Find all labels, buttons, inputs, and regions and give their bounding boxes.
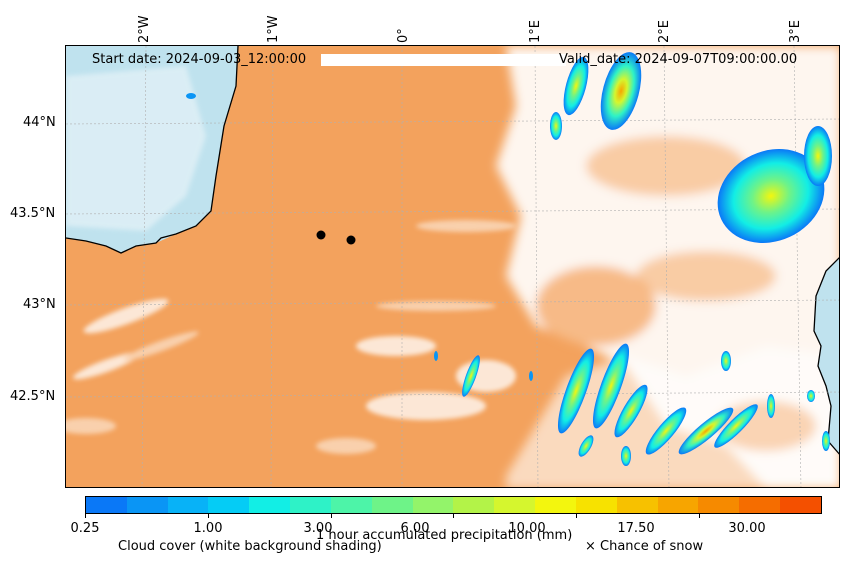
colorbar-tick-1: 1.00: [193, 521, 223, 536]
coastline-east: [813, 257, 839, 455]
colorbar-segment-1: [126, 497, 168, 513]
colorbar-segment-2: [167, 497, 209, 513]
lat-label-44n: 44°N: [23, 115, 56, 130]
lon-label-3e: 3°E: [788, 20, 803, 43]
colorbar-segment-10: [494, 497, 536, 513]
colorbar-tick-5: 17.50: [617, 521, 655, 536]
lon-label-2e: 2°E: [657, 20, 672, 43]
colorbar-segment-5: [290, 497, 331, 513]
precipitation-cells: [186, 52, 832, 466]
colorbar-segment-9: [453, 497, 495, 513]
colorbar-tick-0: 0.25: [70, 521, 100, 536]
colorbar-segment-12: [575, 497, 617, 513]
colorbar-label: 1 hour accumulated precipitation (mm): [316, 528, 573, 543]
coastline-west: [66, 46, 239, 254]
lat-label-43-5n: 43.5°N: [10, 206, 56, 221]
marker-2: [346, 235, 356, 245]
lat-label-43n: 43°N: [23, 297, 56, 312]
lat-label-42-5n: 42.5°N: [10, 389, 56, 404]
colorbar-segment-16: [739, 497, 781, 513]
marker-1: [316, 230, 326, 240]
colorbar-segment-8: [412, 497, 454, 513]
colorbar-segment-0: [86, 497, 127, 513]
land-east: [814, 258, 839, 454]
graticule: [66, 46, 839, 487]
snow-legend: × Chance of snow: [585, 539, 704, 554]
colorbar-tick-2: 3.00: [303, 521, 333, 536]
lon-label-0: 0°: [396, 28, 411, 43]
map-panel: [65, 45, 840, 488]
lon-label-2w: 2°W: [137, 15, 152, 43]
colorbar-segment-11: [535, 497, 576, 513]
valid-date-label: Valid_date: 2024-09-07T09:00:00.00: [559, 52, 798, 67]
lon-label-1e: 1°E: [528, 20, 543, 43]
header-strip: [321, 54, 566, 66]
precipitation-colorbar: [85, 496, 822, 514]
colorbar-tick-6: 30.00: [728, 521, 766, 536]
colorbar-segment-4: [249, 497, 291, 513]
map-canvas: [66, 46, 839, 487]
cloud-cover-legend: Cloud cover (white background shading): [118, 539, 382, 554]
colorbar-segment-3: [208, 497, 250, 513]
colorbar-segment-15: [698, 497, 740, 513]
colorbar-segment-14: [657, 497, 699, 513]
start-date-label: Start date: 2024-09-03_12:00:00: [92, 52, 307, 67]
colorbar-tick-3: 6.00: [400, 521, 430, 536]
lon-label-1w: 1°W: [266, 15, 281, 43]
colorbar-tick-4: 10.00: [508, 521, 546, 536]
colorbar-segment-13: [616, 497, 658, 513]
colorbar-segment-6: [330, 497, 372, 513]
colorbar-segment-7: [371, 497, 413, 513]
colorbar-segment-17: [780, 497, 821, 513]
